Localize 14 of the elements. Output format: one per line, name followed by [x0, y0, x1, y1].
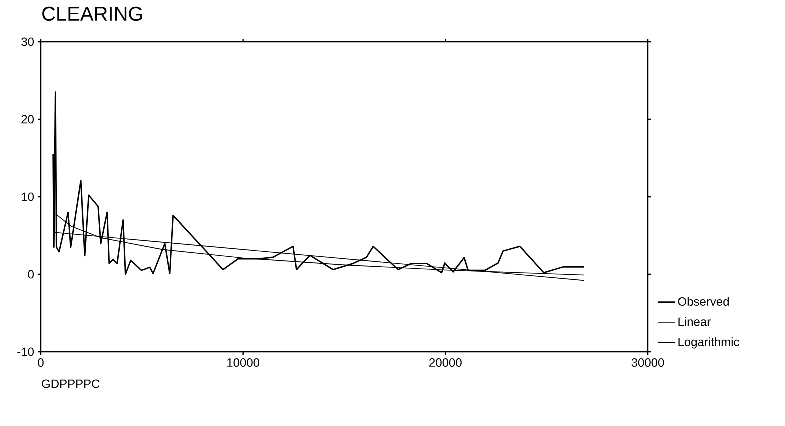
y-tick-label: 0: [28, 270, 34, 279]
x-tick-label: 0: [38, 358, 44, 368]
x-axis-title: GDPPPPC: [42, 380, 100, 388]
legend-label: Observed: [678, 297, 729, 306]
x-tick-label: 10000: [228, 358, 260, 368]
x-tick-label: 30000: [632, 358, 664, 368]
y-tick-label: 30: [22, 38, 34, 46]
chart-title: CLEARING: [42, 6, 142, 22]
legend-label: Logarithmic: [678, 338, 740, 349]
y-tick-label: 20: [22, 115, 34, 124]
y-tick-label: -10: [18, 348, 34, 356]
y-tick-label: 10: [22, 192, 34, 202]
legend-label: Linear: [678, 317, 711, 326]
x-tick-label: 20000: [430, 358, 462, 368]
